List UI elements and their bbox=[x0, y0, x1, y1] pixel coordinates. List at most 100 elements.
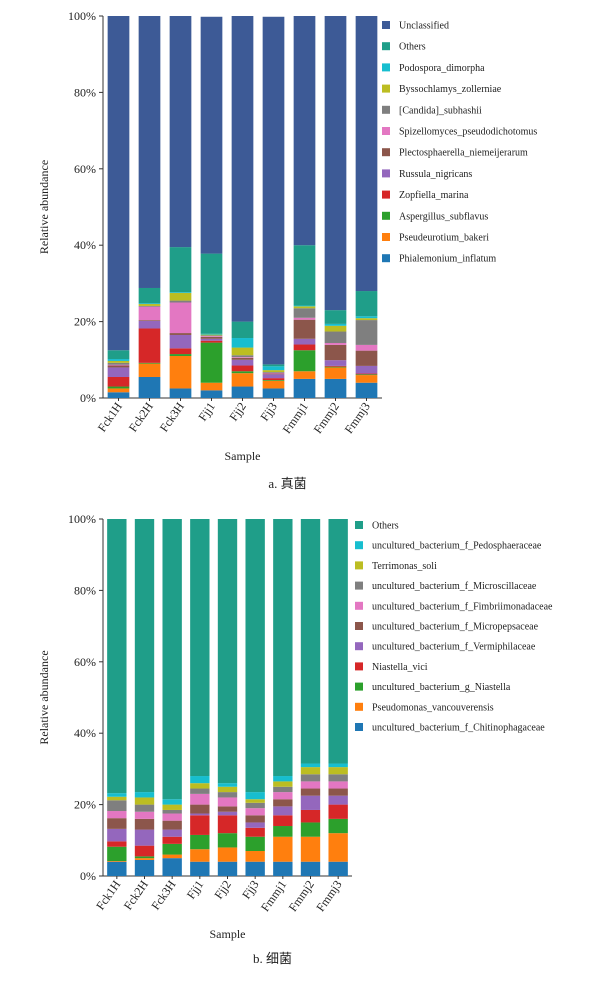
bar-segment-byssochlamys-zollerniae bbox=[262, 370, 285, 373]
y-tick-label: 80% bbox=[74, 85, 96, 99]
bar-segment-uncultured-bacterium-f-micropepsaceae bbox=[328, 788, 348, 796]
bar-segment-uncultured-bacterium-f-micropepsaceae bbox=[190, 804, 210, 814]
legend-swatch bbox=[355, 723, 363, 731]
bar-segment-uncultured-bacterium-g-niastella bbox=[107, 846, 127, 862]
legend-label: [Candida]_subhashii bbox=[399, 105, 482, 116]
legend-swatch bbox=[382, 233, 390, 241]
bar-segment-pseudomonas-vancouverensis bbox=[107, 861, 127, 862]
bar-segment-niastella-vici bbox=[162, 836, 182, 844]
x-tick-label: Fjj2 bbox=[211, 878, 234, 902]
bar-segment-pseudeurotium-bakeri bbox=[169, 355, 192, 389]
legend-label: uncultured_bacterium_f_Micropepsaceae bbox=[372, 622, 539, 633]
legend-label: Phialemonium_inflatum bbox=[399, 254, 496, 265]
bar-segment-pseudomonas-vancouverensis bbox=[134, 858, 155, 860]
legend-swatch bbox=[382, 84, 390, 93]
bar-segment-uncultured-bacterium-f-microscillaceae bbox=[273, 786, 293, 793]
bar-segment-zopfiella-marina bbox=[355, 373, 378, 375]
bar-segment-podospora-dimorpha bbox=[293, 305, 316, 307]
bar-segment-others bbox=[162, 519, 182, 800]
bar-segment-uncultured-bacterium-g-niastella bbox=[245, 836, 265, 852]
bar-segment-uncultured-bacterium-f-fimbriimonadaceae bbox=[190, 793, 210, 805]
bar-segment-aspergillus-subflavus bbox=[355, 374, 378, 376]
bar-segment-others bbox=[138, 287, 161, 304]
bar-segment-plectosphaerella-niemeijerarum bbox=[293, 319, 316, 339]
bar-segment-spizellomyces-pseudodichotomus bbox=[293, 317, 316, 320]
bar-segment-pseudeurotium-bakeri bbox=[293, 371, 316, 379]
bar-segment-spizellomyces-pseudodichotomus bbox=[200, 336, 223, 337]
bar-segment-plectosphaerella-niemeijerarum bbox=[169, 333, 192, 335]
bar-segment-spizellomyces-pseudodichotomus bbox=[324, 342, 347, 345]
legend-label: uncultured_bacterium_f_Microscillaceae bbox=[372, 581, 537, 592]
bar-segment-zopfiella-marina bbox=[324, 365, 347, 367]
legend-swatch bbox=[382, 211, 390, 220]
chart-fungi: 0% 20% 40% 60% 80% 100% Fck1H Fck2H Fck3H Fjj1 Fjj… bbox=[37, 9, 537, 491]
bar-segment-terrimonas-soli bbox=[245, 799, 265, 803]
bar-segment-phialemonium-inflatum bbox=[293, 378, 316, 398]
legend-label: uncultured_bacterium_f_Fimbriimonadaceae bbox=[372, 601, 553, 612]
bar-segment-unclassified bbox=[138, 16, 161, 288]
bar-segment-plectosphaerella-niemeijerarum bbox=[231, 357, 254, 360]
legend: Others uncultured_bacterium_f_Pedosphaera… bbox=[355, 521, 553, 734]
bar-segment-uncultured-bacterium-f-vermiphilaceae bbox=[328, 795, 348, 805]
x-tick-label: Fjj1 bbox=[195, 400, 218, 424]
legend-swatch bbox=[355, 682, 363, 691]
bar-segment-uncultured-bacterium-f-chitinophagaceae bbox=[162, 858, 182, 876]
y-tick-label: 100% bbox=[68, 9, 96, 23]
bar-segment-phialemonium-inflatum bbox=[324, 378, 347, 398]
bar-segment-pseudeurotium-bakeri bbox=[138, 363, 161, 377]
bar-segment-uncultured-bacterium-f-chitinophagaceae bbox=[107, 861, 127, 876]
bar-segment-plectosphaerella-niemeijerarum bbox=[200, 336, 223, 339]
y-tick-label: 100% bbox=[68, 512, 96, 526]
bar-segment-byssochlamys-zollerniae bbox=[107, 360, 130, 363]
bar-segment-uncultured-bacterium-f-vermiphilaceae bbox=[217, 811, 238, 816]
bar-segment-spizellomyces-pseudodichotomus bbox=[107, 364, 130, 366]
bar-segment-podospora-dimorpha bbox=[169, 292, 192, 293]
bar-segment-niastella-vici bbox=[300, 809, 321, 823]
bar-segment-uncultured-bacterium-f-pedosphaeraceae bbox=[328, 763, 348, 768]
bar-segment-pseudomonas-vancouverensis bbox=[300, 836, 321, 862]
bar-segment-others bbox=[169, 247, 192, 293]
bar-segment-plectosphaerella-niemeijerarum bbox=[262, 373, 285, 375]
bar-segment-phialemonium-inflatum bbox=[200, 390, 223, 398]
bar-segment-aspergillus-subflavus bbox=[138, 362, 161, 364]
bar-segment-podospora-dimorpha bbox=[200, 333, 223, 335]
x-tick-label: Fmmj3 bbox=[342, 400, 373, 436]
bar-segment-zopfiella-marina bbox=[138, 328, 161, 363]
legend: Unclassified Others Podospora_dimorpha Byss… bbox=[382, 21, 537, 265]
bar-segment-zopfiella-marina bbox=[262, 378, 285, 381]
legend-label: Podospora_dimorpha bbox=[399, 63, 485, 74]
x-tick-label: Fmmj1 bbox=[258, 878, 289, 914]
bar-segment-uncultured-bacterium-f-vermiphilaceae bbox=[190, 813, 210, 816]
bar-segment-terrimonas-soli bbox=[190, 783, 210, 789]
bar-segment-podospora-dimorpha bbox=[355, 316, 378, 319]
x-tick-label: Fck2H bbox=[126, 399, 156, 434]
bar-segment-pseudeurotium-bakeri bbox=[324, 367, 347, 379]
legend-swatch bbox=[355, 662, 363, 671]
bar-segment-uncultured-bacterium-f-microscillaceae bbox=[107, 800, 127, 812]
legend-label: Plectosphaerella_niemeijerarum bbox=[399, 148, 528, 159]
bar-segment-uncultured-bacterium-f-vermiphilaceae bbox=[107, 828, 127, 842]
bar-segment--candida-subhashii bbox=[355, 320, 378, 345]
bar-segment-uncultured-bacterium-g-niastella bbox=[328, 818, 348, 834]
bar-segment-others bbox=[328, 519, 348, 764]
bar-segment-uncultured-bacterium-f-microscillaceae bbox=[134, 804, 155, 812]
bar-segment-pseudeurotium-bakeri bbox=[107, 388, 130, 393]
bar-segment-aspergillus-subflavus bbox=[200, 342, 223, 383]
bar-segment-others bbox=[262, 364, 285, 367]
bar-segment-podospora-dimorpha bbox=[231, 338, 254, 348]
bar-segment-podospora-dimorpha bbox=[324, 323, 347, 326]
bar-segment-podospora-dimorpha bbox=[138, 303, 161, 305]
legend-swatch bbox=[355, 601, 363, 610]
legend-swatch bbox=[355, 561, 363, 570]
bar-segment-unclassified bbox=[293, 16, 316, 246]
legend-swatch bbox=[355, 581, 363, 590]
bar-segment-uncultured-bacterium-f-fimbriimonadaceae bbox=[162, 813, 182, 821]
legend-swatch bbox=[382, 169, 390, 178]
x-axis-title: Sample bbox=[210, 927, 246, 941]
x-tick-label: Fck3H bbox=[157, 399, 187, 434]
y-axis-title: Relative abundance bbox=[37, 650, 51, 744]
bar-segment-phialemonium-inflatum bbox=[138, 376, 161, 398]
bar-segment-others bbox=[300, 519, 321, 764]
bar-segment-pseudeurotium-bakeri bbox=[231, 373, 254, 387]
